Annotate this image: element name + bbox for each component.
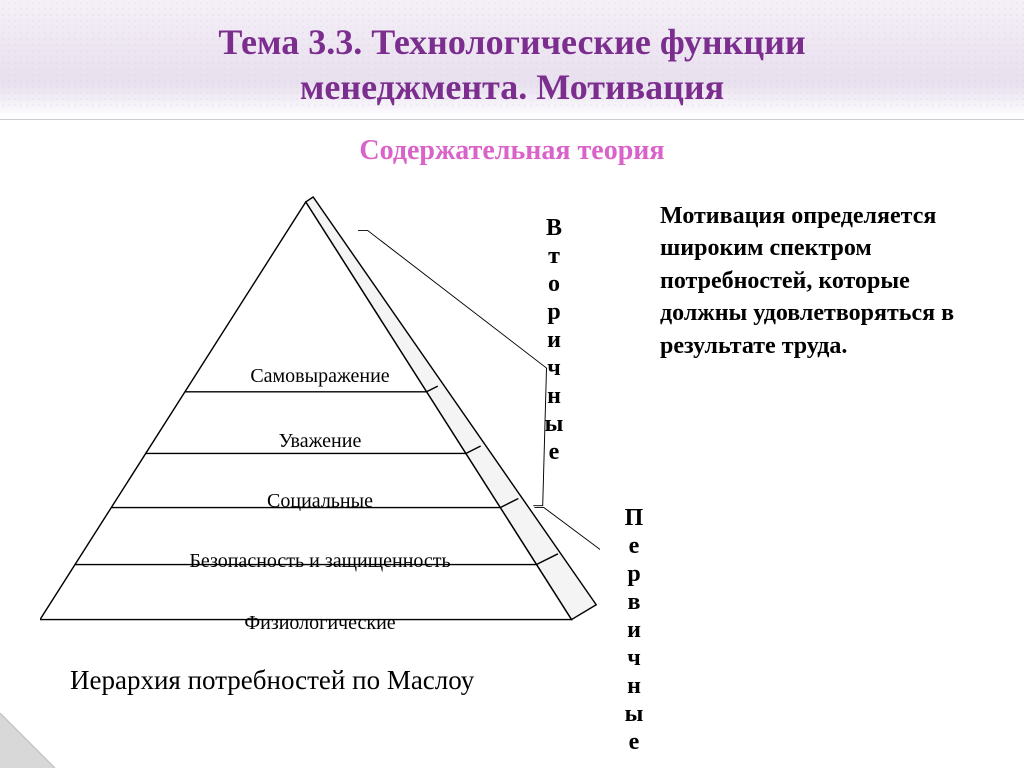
- pyramid-svg: [40, 190, 600, 660]
- pyramid-layer-label: Физиологические: [40, 612, 600, 635]
- pyramid-diagram: Самовыражение Уважение Социальные Безопасно…: [40, 190, 600, 660]
- pyramid-layer-label: Безопасность и защищенность: [40, 550, 600, 573]
- pyramid-group-label: Первичные: [620, 505, 647, 757]
- title-line-1: Тема 3.3. Технологические функции: [218, 22, 805, 62]
- pyramid-group-label: Вторичные: [540, 215, 567, 467]
- corner-fold-icon: [0, 713, 55, 768]
- slide-subtitle: Содержательная теория: [0, 135, 1024, 167]
- pyramid-layer-label: Уважение: [40, 430, 600, 453]
- side-description: Мотивация определяется широким спектром …: [660, 200, 1000, 362]
- pyramid-layer-label: Самовыражение: [40, 365, 600, 388]
- pyramid-layer-label: Социальные: [40, 490, 600, 513]
- title-line-2: менеджмента. Мотивация: [300, 67, 724, 107]
- slide-title: Тема 3.3. Технологические функции менедж…: [0, 20, 1024, 110]
- pyramid-caption: Иерархия потребностей по Маслоу: [70, 665, 474, 696]
